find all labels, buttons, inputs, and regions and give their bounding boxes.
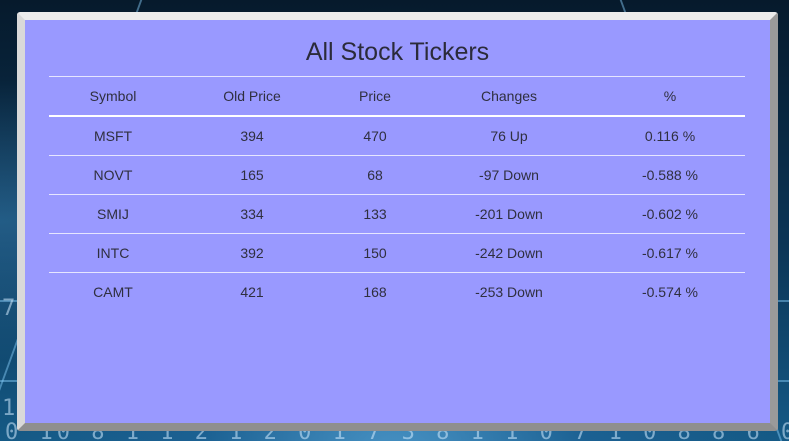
table-row: CAMT 421 168 -253 Down -0.574 % — [49, 273, 745, 312]
cell-old-price: 165 — [240, 167, 264, 183]
background-digits-decoration: 1 — [2, 396, 20, 421]
column-header-symbol: Symbol — [89, 88, 137, 104]
cell-changes: -97 Down — [479, 167, 539, 183]
cell-old-price: 334 — [240, 206, 264, 222]
cell-price: 133 — [363, 206, 387, 222]
cell-percent: -0.574 % — [641, 284, 699, 300]
table-row: MSFT 394 470 76 Up 0.116 % — [49, 116, 745, 156]
cell-changes: -201 Down — [475, 206, 543, 222]
panel-title: All Stock Tickers — [305, 38, 490, 66]
cell-changes: 76 Up — [490, 128, 528, 144]
cell-price: 150 — [363, 245, 387, 261]
cell-changes: -242 Down — [475, 245, 543, 261]
column-header-changes: Changes — [480, 88, 538, 104]
cell-price: 68 — [367, 167, 383, 183]
cell-percent: -0.617 % — [641, 245, 699, 261]
cell-percent: -0.588 % — [641, 167, 699, 183]
table-header: Symbol Old Price Price Changes % — [49, 76, 745, 116]
cell-old-price: 421 — [240, 284, 264, 300]
table-row: NOVT 165 68 -97 Down -0.588 % — [49, 156, 745, 195]
cell-changes: -253 Down — [475, 284, 543, 300]
cell-percent: 0.116 % — [644, 128, 696, 144]
cell-price: 470 — [363, 128, 387, 144]
stock-tickers-panel: All Stock Tickers Symbol Old Price Price… — [17, 12, 778, 431]
background-digits-decoration: 7 — [2, 296, 20, 321]
column-header-percent: % — [663, 88, 677, 104]
cell-price: 168 — [363, 284, 387, 300]
cell-symbol: INTC — [96, 245, 130, 261]
table-row: SMIJ 334 133 -201 Down -0.602 % — [49, 195, 745, 234]
cell-symbol: MSFT — [93, 128, 133, 144]
stock-tickers-table: Symbol Old Price Price Changes % MSFT 39… — [49, 76, 745, 311]
cell-symbol: CAMT — [93, 284, 133, 300]
cell-symbol: NOVT — [93, 167, 133, 183]
cell-old-price: 392 — [240, 245, 264, 261]
cell-percent: -0.602 % — [641, 206, 699, 222]
cell-symbol: SMIJ — [97, 206, 129, 222]
column-header-old-price: Old Price — [223, 88, 281, 104]
column-header-price: Price — [359, 88, 391, 104]
table-body: MSFT 394 470 76 Up 0.116 % NOVT 165 68 -… — [49, 116, 745, 311]
table-row: INTC 392 150 -242 Down -0.617 % — [49, 234, 745, 273]
table-header-row: Symbol Old Price Price Changes % — [49, 76, 745, 116]
cell-old-price: 394 — [240, 128, 264, 144]
